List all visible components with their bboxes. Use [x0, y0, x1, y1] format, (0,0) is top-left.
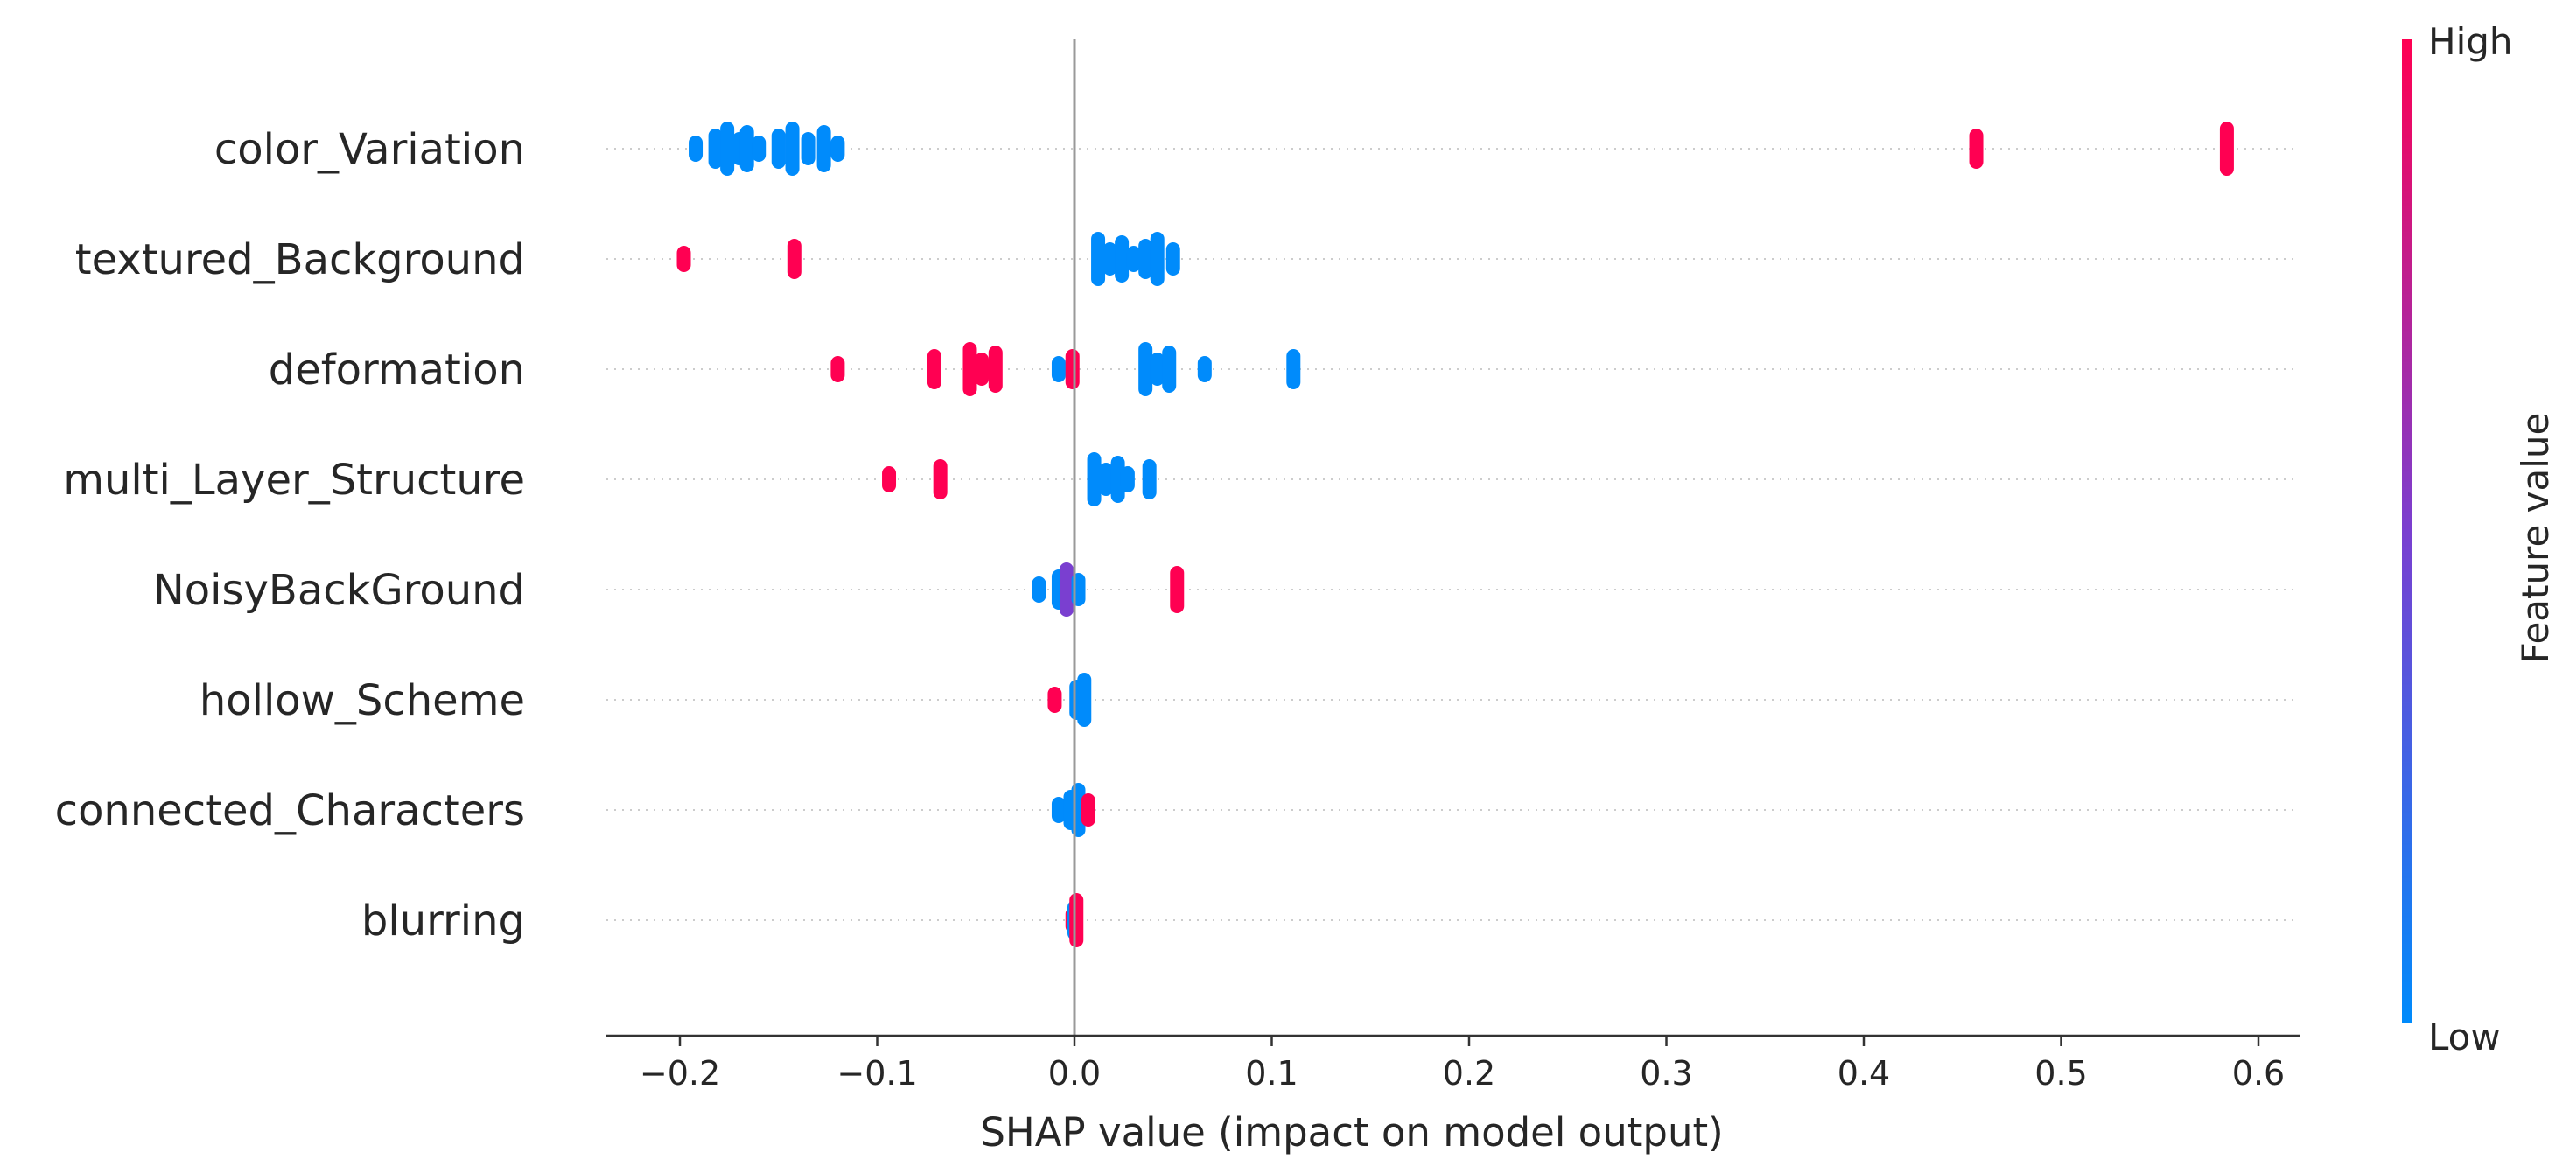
- shap-point: [1138, 239, 1153, 279]
- feature-row: connected_Characters: [55, 783, 2300, 837]
- shap-point: [1126, 246, 1141, 272]
- shap-point: [1110, 456, 1125, 503]
- shap-point: [787, 239, 802, 279]
- feature-label: NoisyBackGround: [153, 566, 525, 615]
- shap-point: [830, 136, 845, 162]
- feature-label: textured_Background: [75, 235, 525, 284]
- shap-point: [1047, 687, 1062, 713]
- shap-point: [739, 125, 754, 172]
- x-tick-label: 0.0: [1048, 1054, 1101, 1093]
- shap-point: [1081, 793, 1096, 827]
- feature-label: connected_Characters: [55, 786, 525, 835]
- shap-point: [771, 129, 786, 169]
- shap-point: [816, 125, 831, 172]
- shap-point: [927, 349, 942, 389]
- shap-point: [1091, 232, 1106, 286]
- shap-point: [988, 346, 1003, 393]
- shap-point: [1059, 562, 1074, 617]
- x-tick-label: 0.3: [1640, 1054, 1692, 1093]
- x-axis-ticks: −0.2 −0.1 0.0 0.1 0.2 0.3 0.4 0.5 0.6: [640, 1036, 2285, 1093]
- feature-label: hollow_Scheme: [200, 676, 525, 725]
- shap-point: [689, 136, 704, 162]
- feature-rows: color_Variation textured_Backgrounddeform…: [55, 122, 2300, 947]
- shap-point: [1065, 349, 1080, 389]
- colorbar: High Low Feature value: [2402, 20, 2557, 1058]
- shap-point: [1069, 893, 1084, 947]
- shap-point: [1166, 242, 1180, 276]
- x-axis: −0.2 −0.1 0.0 0.1 0.2 0.3 0.4 0.5 0.6 SHAP value…: [606, 1034, 2300, 1156]
- feature-row: NoisyBackGround: [153, 562, 2300, 617]
- shap-point: [1286, 349, 1301, 389]
- shap-point: [882, 466, 897, 492]
- shap-point: [2219, 122, 2234, 176]
- feature-row: textured_Background: [75, 232, 2300, 286]
- shap-point: [1138, 342, 1153, 396]
- x-tick-label: 0.6: [2232, 1054, 2285, 1093]
- feature-row: deformation: [269, 342, 2300, 396]
- shap-point: [676, 246, 691, 272]
- shap-point: [1170, 566, 1185, 613]
- shap-point: [1120, 466, 1135, 492]
- shap-point: [752, 136, 766, 162]
- x-tick-label: −0.1: [836, 1054, 917, 1093]
- shap-point: [1162, 346, 1177, 393]
- shap-point: [1099, 463, 1114, 496]
- shap-point: [1150, 232, 1165, 286]
- feature-label: multi_Layer_Structure: [63, 456, 525, 505]
- shap-point: [1102, 242, 1117, 276]
- x-tick-label: 0.4: [1838, 1054, 1890, 1093]
- shap-point: [975, 353, 990, 386]
- colorbar-low-label: Low: [2428, 1016, 2501, 1058]
- colorbar-gradient: [2402, 39, 2412, 1023]
- shap-point: [1032, 576, 1046, 603]
- shap-point: [801, 132, 816, 165]
- feature-row: blurring: [361, 893, 2300, 947]
- feature-row: hollow_Scheme: [200, 673, 2300, 727]
- feature-label: deformation: [269, 346, 525, 394]
- feature-label: blurring: [361, 897, 525, 946]
- x-axis-title: SHAP value (impact on model output): [980, 1109, 1723, 1156]
- shap-point: [1051, 356, 1066, 382]
- shap-point: [1197, 356, 1212, 382]
- shap-point: [1115, 235, 1130, 283]
- shap-point: [785, 122, 800, 176]
- shap-point: [933, 459, 948, 499]
- x-tick-label: 0.2: [1443, 1054, 1495, 1093]
- x-tick-label: −0.2: [640, 1054, 720, 1093]
- shap-point: [1969, 129, 1984, 169]
- x-tick-label: 0.5: [2034, 1054, 2087, 1093]
- shap-point: [708, 129, 723, 169]
- shap-point: [1142, 459, 1157, 499]
- shap-point: [830, 356, 845, 382]
- shap-point: [962, 342, 977, 396]
- feature-row: multi_Layer_Structure: [63, 452, 2300, 506]
- shap-point: [1051, 797, 1066, 823]
- colorbar-high-label: High: [2428, 20, 2513, 63]
- shap-point: [1087, 452, 1102, 506]
- shap-point: [1150, 353, 1165, 386]
- shap-point: [720, 122, 735, 176]
- feature-row: color_Variation: [214, 122, 2300, 176]
- x-tick-label: 0.1: [1245, 1054, 1298, 1093]
- shap-point: [1077, 673, 1092, 727]
- colorbar-title: Feature value: [2514, 413, 2557, 664]
- feature-label: color_Variation: [214, 125, 525, 174]
